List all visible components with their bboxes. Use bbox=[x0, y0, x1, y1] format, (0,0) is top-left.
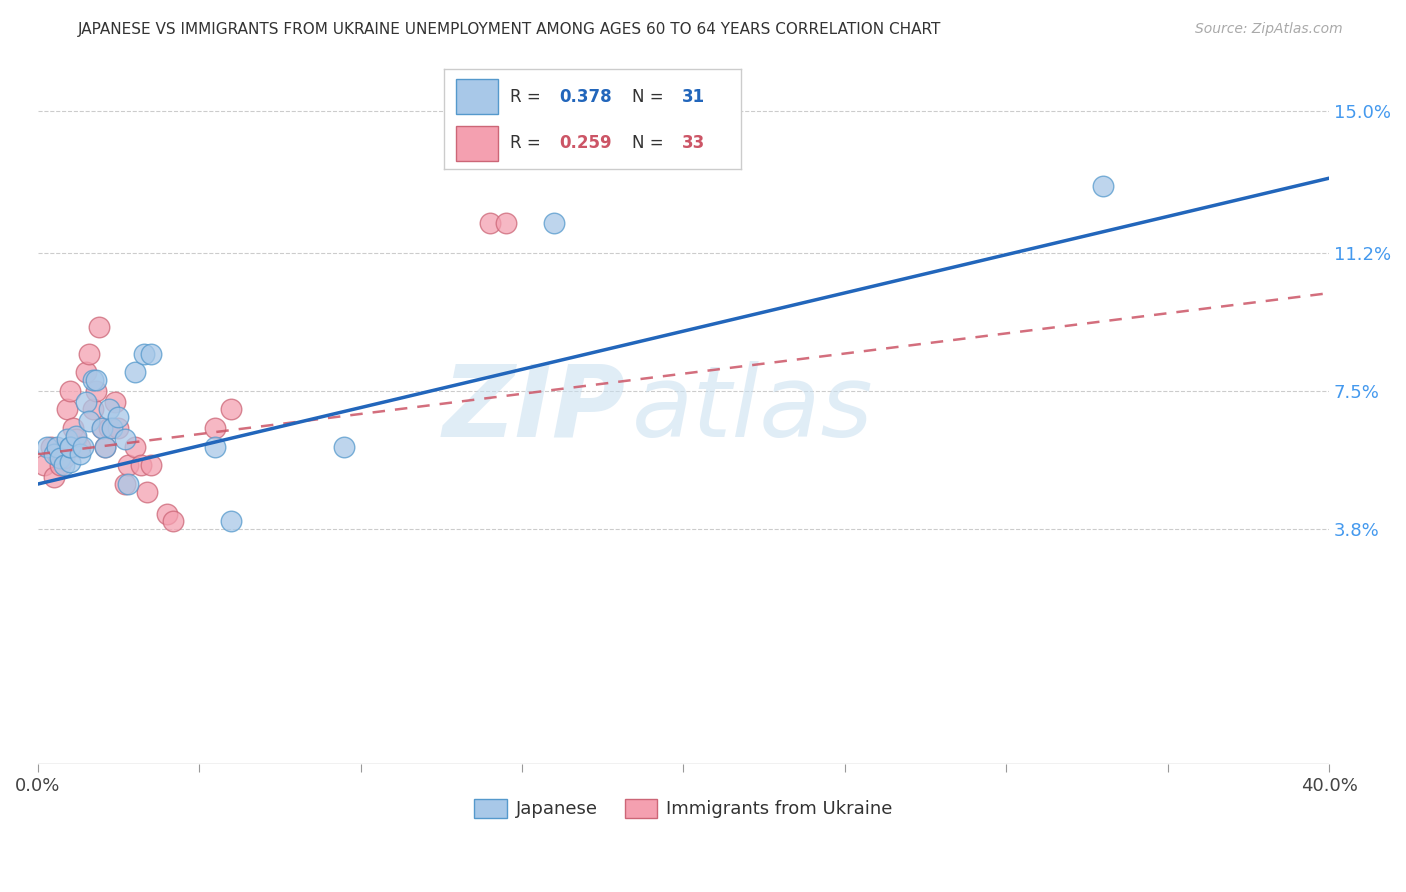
Point bbox=[55, 433, 77, 447]
Point bbox=[65, 428, 87, 442]
Point bbox=[107, 409, 129, 424]
Point bbox=[139, 346, 162, 360]
Point bbox=[55, 402, 77, 417]
Point bbox=[82, 402, 104, 417]
Point bbox=[82, 373, 104, 387]
Point bbox=[104, 395, 127, 409]
Point bbox=[97, 402, 120, 417]
Point bbox=[221, 515, 243, 529]
Text: Source: ZipAtlas.com: Source: ZipAtlas.com bbox=[1195, 22, 1343, 37]
Point bbox=[107, 421, 129, 435]
Point bbox=[134, 346, 156, 360]
Point bbox=[59, 384, 82, 398]
Point bbox=[59, 440, 82, 454]
Point bbox=[91, 421, 114, 435]
Point bbox=[124, 365, 146, 379]
Point bbox=[42, 447, 65, 461]
Point bbox=[114, 477, 136, 491]
Point bbox=[495, 216, 517, 230]
Point bbox=[91, 421, 114, 435]
Point bbox=[101, 421, 124, 435]
Text: ZIP: ZIP bbox=[443, 361, 626, 458]
Point bbox=[139, 458, 162, 473]
Point bbox=[162, 515, 184, 529]
Point bbox=[79, 414, 101, 428]
Point bbox=[72, 440, 94, 454]
Point bbox=[79, 346, 101, 360]
Point bbox=[156, 507, 179, 521]
Point bbox=[46, 440, 69, 454]
Point bbox=[59, 440, 82, 454]
Point bbox=[94, 440, 117, 454]
Point bbox=[333, 440, 356, 454]
Point bbox=[59, 455, 82, 469]
Point bbox=[49, 458, 72, 473]
Point bbox=[75, 395, 97, 409]
Point bbox=[37, 440, 59, 454]
Point bbox=[49, 450, 72, 465]
Point bbox=[117, 458, 139, 473]
Point bbox=[65, 433, 87, 447]
Point bbox=[114, 433, 136, 447]
Point bbox=[52, 450, 75, 465]
Point bbox=[124, 440, 146, 454]
Point bbox=[87, 320, 110, 334]
Point bbox=[69, 440, 91, 454]
Point bbox=[204, 440, 226, 454]
Text: JAPANESE VS IMMIGRANTS FROM UKRAINE UNEMPLOYMENT AMONG AGES 60 TO 64 YEARS CORRE: JAPANESE VS IMMIGRANTS FROM UKRAINE UNEM… bbox=[77, 22, 941, 37]
Point bbox=[52, 458, 75, 473]
Point bbox=[39, 440, 62, 454]
Point bbox=[84, 373, 107, 387]
Point bbox=[543, 216, 565, 230]
Point bbox=[129, 458, 152, 473]
Point bbox=[75, 365, 97, 379]
Point bbox=[204, 421, 226, 435]
Point bbox=[46, 447, 69, 461]
Point bbox=[221, 402, 243, 417]
Point bbox=[1092, 178, 1115, 193]
Text: atlas: atlas bbox=[631, 361, 873, 458]
Point bbox=[478, 216, 501, 230]
Point bbox=[32, 458, 55, 473]
Point bbox=[136, 484, 159, 499]
Legend: Japanese, Immigrants from Ukraine: Japanese, Immigrants from Ukraine bbox=[467, 792, 900, 826]
Point bbox=[84, 384, 107, 398]
Point bbox=[42, 469, 65, 483]
Point bbox=[97, 421, 120, 435]
Point bbox=[94, 440, 117, 454]
Point bbox=[117, 477, 139, 491]
Point bbox=[69, 447, 91, 461]
Point bbox=[62, 421, 84, 435]
